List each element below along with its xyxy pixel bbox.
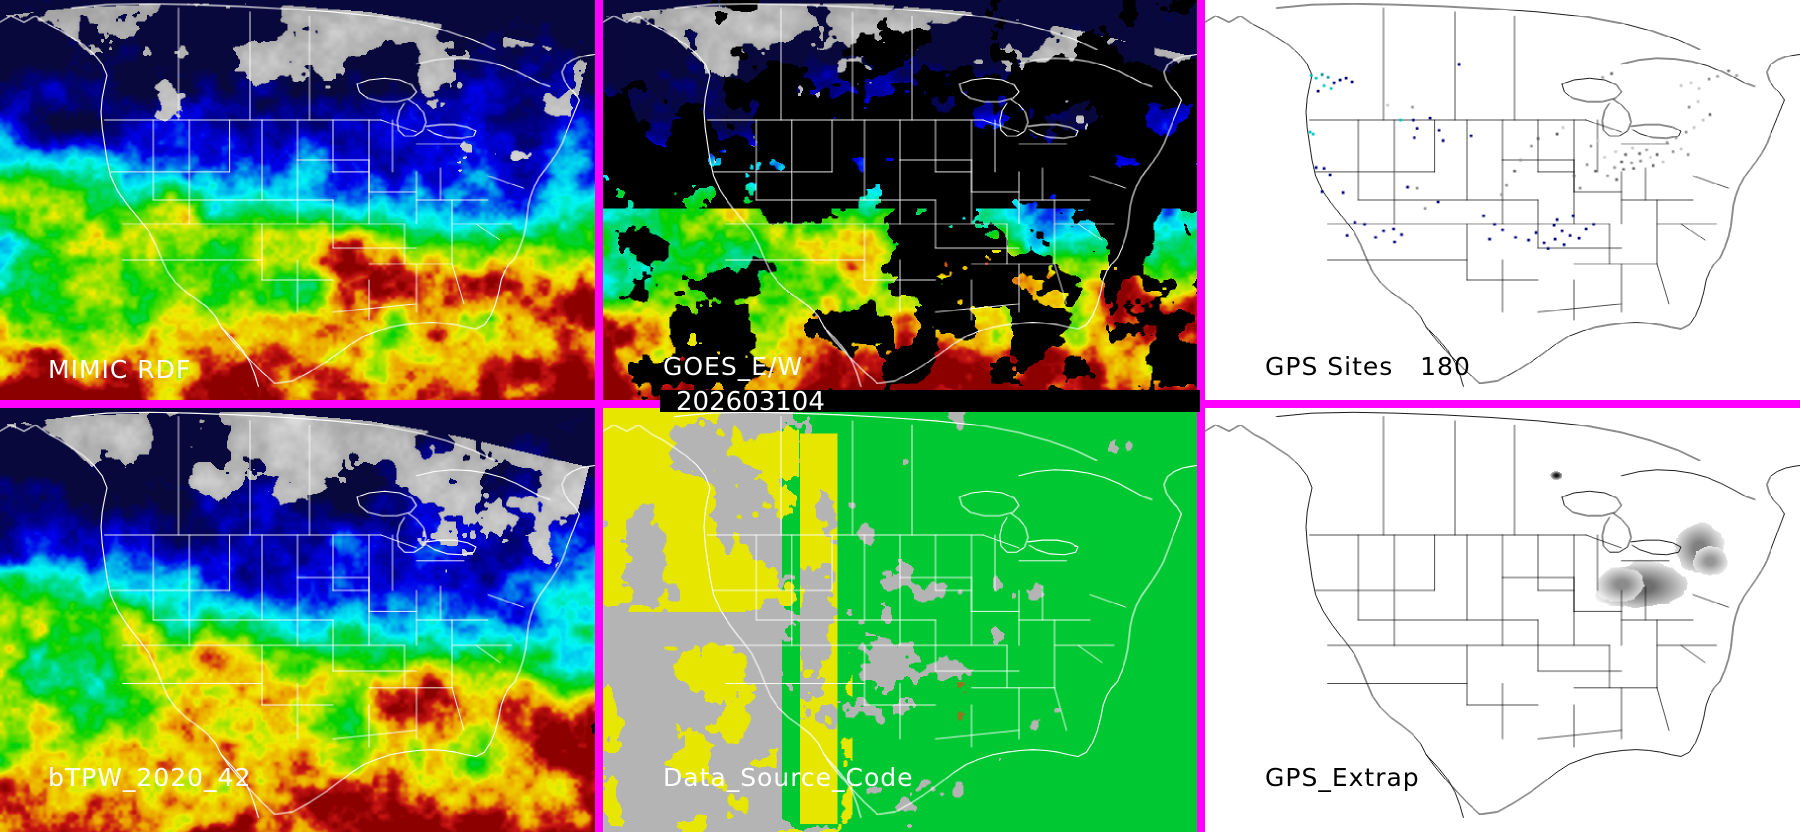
panel-data-source-code[interactable] [603, 408, 1197, 832]
panel-separator-vertical-right-lower [1197, 408, 1205, 832]
panel-separator-vertical-left [595, 0, 603, 400]
panel-label-gps-extrap: GPS_Extrap [1265, 763, 1420, 792]
panel-label-gps-sites: GPS Sites 180 [1265, 352, 1471, 381]
panel-mimic-rdf[interactable] [0, 0, 595, 400]
panel-label-btpw: bTPW_2020_42 [48, 763, 252, 792]
panel-separator-vertical-right [1197, 0, 1205, 400]
panel-separator-vertical-left-lower [595, 408, 603, 832]
panel-gps-sites[interactable] [1205, 0, 1800, 400]
panel-label-mimic-rdf: MIMIC RDF [48, 355, 192, 384]
timestamp-label: 202603104 [676, 387, 825, 417]
panel-label-goes-e-w: GOES_E/W [663, 352, 804, 381]
panel-goes-e-w[interactable] [603, 0, 1197, 400]
panel-label-data-source-code: Data_Source_Code [663, 763, 914, 792]
panel-gps-extrap[interactable] [1205, 408, 1800, 832]
timestamp-bar [660, 390, 1200, 412]
panel-btpw[interactable] [0, 408, 595, 832]
